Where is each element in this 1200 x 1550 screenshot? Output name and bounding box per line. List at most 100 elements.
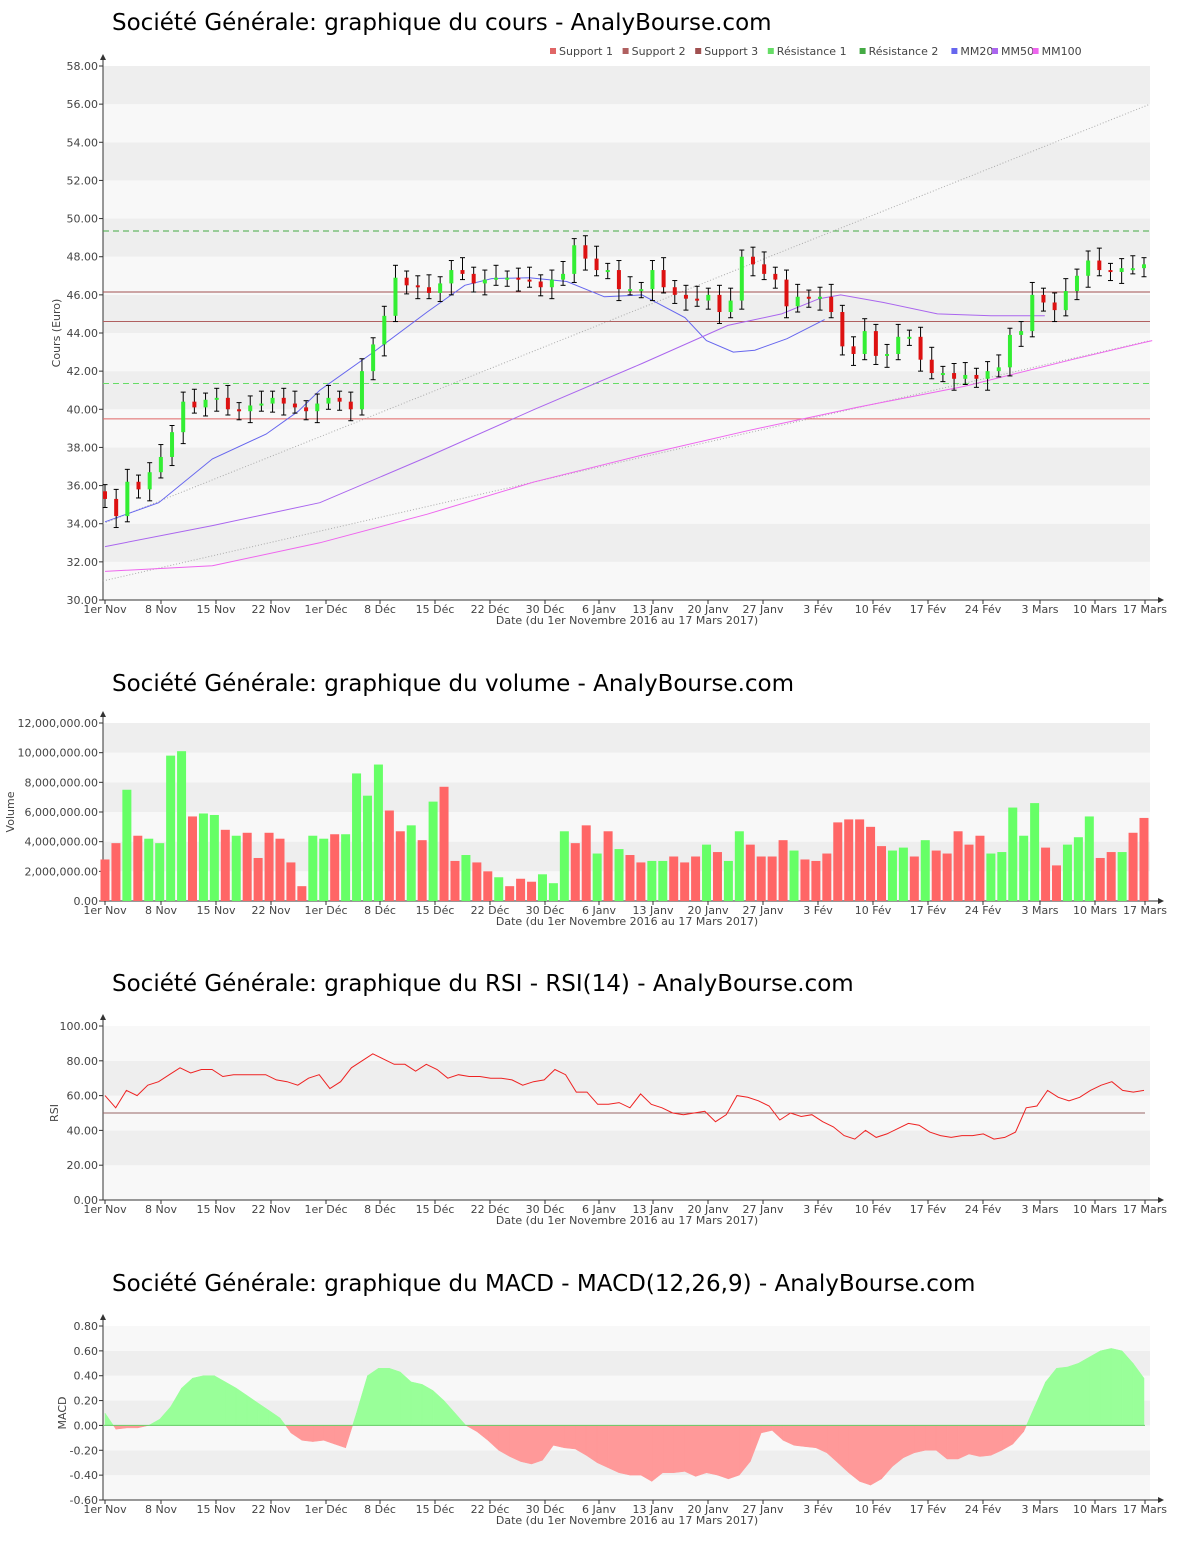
candle-body xyxy=(583,245,588,259)
x-axis-arrow xyxy=(1158,1497,1164,1503)
y-tick-label: 52.00 xyxy=(67,174,99,187)
x-tick-label: 10 Fév xyxy=(855,1203,892,1216)
volume-bar xyxy=(1106,852,1116,901)
y-tick-label: 56.00 xyxy=(67,98,99,111)
grid-band xyxy=(103,1026,1150,1061)
grid-band xyxy=(103,723,1150,753)
macd-negative-area xyxy=(334,1425,346,1449)
macd-negative-area xyxy=(564,1425,576,1450)
candle-body xyxy=(1007,334,1012,368)
x-tick-label: 1er Déc xyxy=(304,1203,347,1216)
x-tick-label: 15 Nov xyxy=(197,1203,236,1216)
macd-positive-area xyxy=(367,1367,379,1426)
x-tick-label: 1er Déc xyxy=(304,603,347,616)
y-tick-label: 34.00 xyxy=(67,518,99,531)
volume-bar xyxy=(220,829,230,901)
candle-body xyxy=(158,456,163,473)
candle-body xyxy=(1097,260,1102,271)
macd-negative-area xyxy=(531,1425,543,1465)
mm50-line xyxy=(104,294,1045,548)
volume-bar xyxy=(275,838,285,901)
macd-negative-area xyxy=(968,1425,981,1457)
candle-body xyxy=(650,270,655,290)
y-tick-label: -0.20 xyxy=(70,1444,98,1457)
x-tick-label: 3 Mars xyxy=(1022,904,1059,917)
macd-chart-title: Société Générale: graphique du MACD - MA… xyxy=(112,1271,976,1297)
volume-bar xyxy=(450,860,460,901)
candle-body xyxy=(940,373,945,376)
volume-bar xyxy=(177,751,187,901)
grid-band xyxy=(103,104,1150,143)
x-tick-label: 15 Nov xyxy=(197,1503,236,1516)
price-chart-title: Société Générale: graphique du cours - A… xyxy=(112,10,772,36)
price-chart: 30.00 32.00 34.00 36.00 38.00 40.00 42.00 44.00… xyxy=(50,45,1167,627)
macd-negative-area xyxy=(553,1425,565,1449)
macd-negative-area xyxy=(717,1425,729,1480)
y-axis-arrow xyxy=(100,1014,106,1020)
trend-line xyxy=(102,340,1151,582)
grid-band xyxy=(103,142,1150,181)
volume-bar xyxy=(395,831,405,901)
volume-bar xyxy=(811,860,821,901)
x-tick-label: 15 Déc xyxy=(416,904,455,917)
volume-bar xyxy=(898,847,908,901)
candle-body xyxy=(203,399,208,408)
macd-negative-area xyxy=(903,1425,915,1459)
candle-body xyxy=(918,336,923,360)
macd-positive-area xyxy=(214,1375,226,1426)
candle-body xyxy=(929,359,934,374)
candle-body xyxy=(750,256,755,265)
candle-body xyxy=(505,277,510,280)
x-tick-label: 1er Nov xyxy=(83,1503,127,1516)
x-tick-label: 10 Fév xyxy=(855,904,892,917)
x-axis-arrow xyxy=(1158,597,1164,603)
x-tick-label: 22 Déc xyxy=(471,1503,510,1516)
grid-band xyxy=(103,1165,1150,1200)
macd-negative-area xyxy=(925,1425,937,1451)
volume-bar xyxy=(362,795,372,901)
candle-body xyxy=(773,273,778,280)
volume-bar xyxy=(702,844,712,901)
x-tick-label: 27 Janv xyxy=(743,1203,784,1216)
candle-body xyxy=(114,498,119,517)
candle-body xyxy=(348,401,353,410)
y-tick-label: 0.20 xyxy=(74,1395,99,1408)
macd-negative-area xyxy=(979,1425,992,1457)
candle-body xyxy=(1119,268,1124,272)
candle-body xyxy=(1019,331,1024,335)
macd-negative-area xyxy=(640,1425,653,1482)
candle-body xyxy=(1130,268,1135,271)
volume-bar xyxy=(931,850,941,901)
volume-bar xyxy=(166,755,176,901)
candle-body xyxy=(806,296,811,299)
macd-chart: -0.60 -0.40 -0.20 0.00 0.20 0.40 0.60 0.80 1er N… xyxy=(56,1314,1167,1527)
grid-band xyxy=(103,66,1150,105)
x-tick-label: 15 Déc xyxy=(416,603,455,616)
rsi-chart-title: Société Générale: graphique du RSI - RSI… xyxy=(112,971,854,997)
y-axis-title: Cours (Euro) xyxy=(50,299,63,368)
candle-body xyxy=(762,264,767,274)
y-tick-label: 54.00 xyxy=(67,136,99,149)
y-axis-title: Volume xyxy=(4,791,17,832)
volume-bar xyxy=(483,871,493,901)
x-tick-label: 13 Janv xyxy=(633,1503,674,1516)
volume-bar xyxy=(712,852,722,901)
grid-band xyxy=(103,561,1150,600)
candle-body xyxy=(1030,294,1035,332)
volume-bar xyxy=(691,856,701,901)
volume-bar xyxy=(855,819,865,901)
candle-body xyxy=(147,472,152,490)
grid-band xyxy=(103,1475,1150,1500)
volume-bar xyxy=(647,860,657,901)
x-axis-title: Date (du 1er Novembre 2016 au 17 Mars 20… xyxy=(496,614,758,627)
candle-body xyxy=(594,258,599,271)
x-tick-label: 24 Fév xyxy=(965,1503,1002,1516)
volume-bar xyxy=(1084,816,1094,901)
volume-bar xyxy=(209,814,219,901)
y-tick-label: 44.00 xyxy=(67,327,99,340)
macd-negative-area xyxy=(815,1425,828,1454)
volume-bar xyxy=(1128,832,1138,901)
legend-swatch xyxy=(550,48,556,54)
x-tick-label: 20 Janv xyxy=(688,1203,729,1216)
candle-body xyxy=(985,371,990,379)
